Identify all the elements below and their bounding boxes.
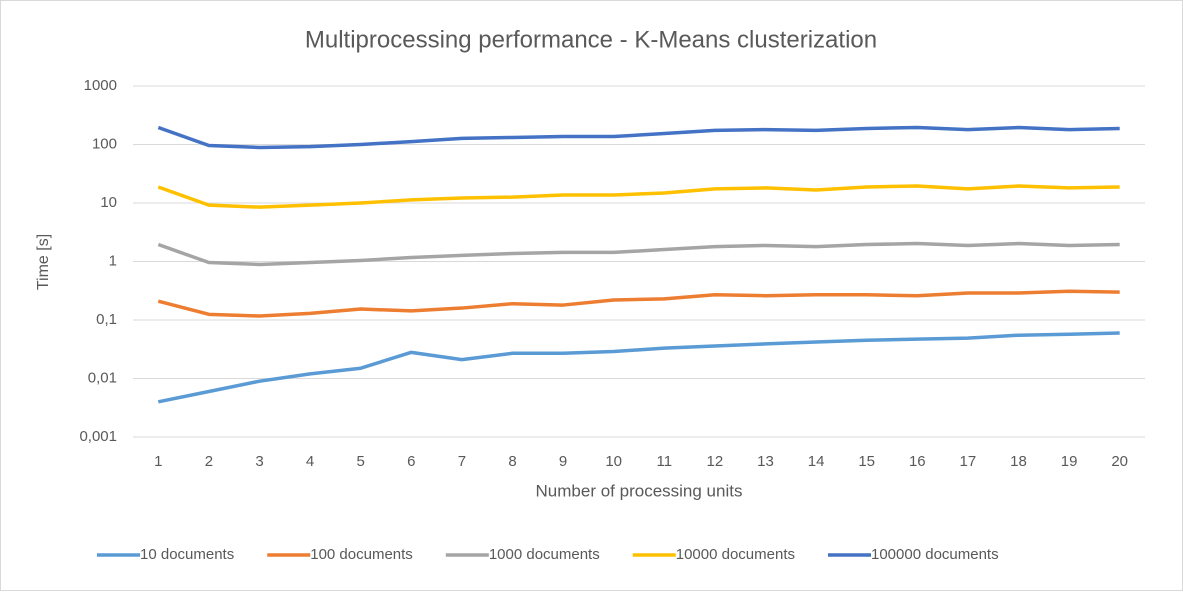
x-tick-label: 18 [1010,453,1027,470]
x-tick-label: 2 [205,453,213,470]
y-axis-label: Time [s] [35,234,52,290]
x-tick-label: 3 [255,453,263,470]
y-tick-label: 1 [109,252,117,269]
x-tick-label: 9 [559,453,567,470]
x-tick-label: 1 [154,453,162,470]
x-tick-label: 13 [757,453,774,470]
x-tick-label: 15 [858,453,875,470]
x-tick-label: 8 [508,453,516,470]
y-tick-label: 0,01 [88,369,117,386]
y-tick-label: 1000 [84,77,117,94]
legend-label: 1000 documents [489,546,600,563]
legend-label: 10 documents [140,546,234,563]
legend-label: 100000 documents [871,546,999,563]
y-tick-label: 10 [100,194,117,211]
x-axis-label: Number of processing units [536,481,743,500]
x-tick-label: 16 [909,453,926,470]
x-tick-label: 11 [657,453,673,470]
data-line [157,289,1120,318]
x-tick-label: 6 [407,453,415,470]
y-tick-label: 100 [92,135,117,152]
data-line [157,241,1120,267]
x-tick-label: 4 [306,453,314,470]
chart-title: Multiprocessing performance - K-Means cl… [305,26,877,53]
x-tick-label: 17 [960,453,977,470]
x-tick-label: 5 [357,453,365,470]
y-tick-label: 0,1 [96,311,117,328]
y-tick-label: 0,001 [79,428,117,445]
data-line [157,331,1120,404]
x-tick-label: 20 [1111,453,1128,470]
x-tick-label: 7 [458,453,466,470]
data-line [157,125,1120,150]
data-line [157,184,1120,209]
x-tick-label: 14 [808,453,825,470]
legend-label: 100 documents [310,546,413,563]
x-tick-label: 19 [1061,453,1078,470]
x-tick-label: 12 [707,453,724,470]
x-tick-label: 10 [605,453,622,470]
legend-label: 10000 documents [676,546,795,563]
